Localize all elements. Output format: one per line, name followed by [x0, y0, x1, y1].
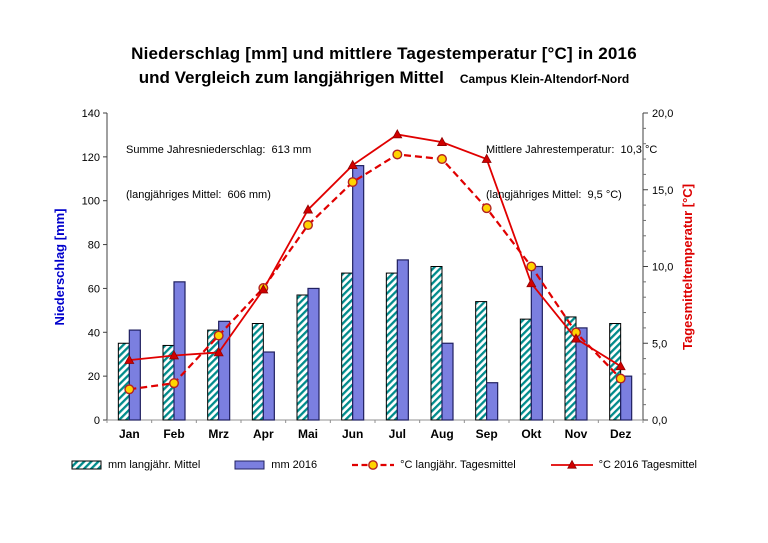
bar-2016-Okt: [530, 265, 543, 421]
bar-longterm-Sep: [475, 301, 488, 421]
marker-circle-Okt: [526, 261, 537, 272]
marker-triangle-Aug: [436, 136, 448, 146]
month-label: Jun: [342, 427, 363, 441]
bar-2016-Sep: [486, 382, 499, 421]
right-axis-tick-label: 15,0: [652, 185, 673, 197]
legend-label-mm-longterm: mm langjähr. Mittel: [107, 459, 201, 471]
left-axis-tick-label: 60: [88, 283, 100, 295]
annotation-temp-mean: Mittlere Jahrestemperatur: 10,3 °C: [486, 144, 658, 156]
month-label: Aug: [430, 427, 453, 441]
bar-2016-Feb: [173, 281, 186, 421]
legend-swatch-solid: [234, 460, 265, 470]
legend-label-temp-2016: °C 2016 Tagesmittel: [598, 459, 698, 471]
legend-item-mm-2016: mm 2016: [234, 459, 317, 471]
left-axis-tick-label: 0: [94, 415, 100, 427]
legend-swatch-hatched: [71, 460, 102, 470]
right-axis-tick-label: 20,0: [652, 108, 673, 120]
bar-2016-Jun: [352, 165, 365, 421]
marker-circle-Jan: [124, 384, 135, 395]
month-label: Sep: [476, 427, 498, 441]
legend-item-mm-longterm: mm langjähr. Mittel: [71, 459, 200, 471]
bar-2016-Aug: [441, 342, 454, 421]
bar-2016-Nov: [575, 327, 588, 421]
marker-circle-Aug: [437, 154, 448, 165]
marker-triangle-Sep: [481, 153, 492, 163]
marker-triangle-Dez: [615, 360, 626, 371]
chart-title-line2: und Vergleich zum langjährigen Mittel Cam…: [0, 68, 768, 88]
chart-title-line2-text: und Vergleich zum langjährigen Mittel: [138, 68, 444, 87]
bar-longterm-Mai: [296, 294, 309, 421]
left-axis-tick-label: 20: [88, 371, 100, 383]
annotation-precipitation: Summe Jahresniederschlag: 613 mm (langjä…: [126, 113, 311, 233]
left-axis-title: Niederschlag [mm]: [52, 208, 67, 325]
legend-item-temp-2016: °C 2016 Tagesmittel: [550, 459, 697, 471]
annotation-temperature: Mittlere Jahrestemperatur: 10,3 °C (lang…: [486, 113, 657, 233]
bar-2016-Apr: [262, 351, 275, 421]
bar-longterm-Okt: [519, 318, 532, 421]
bar-longterm-Aug: [430, 266, 443, 421]
bar-longterm-Jul: [385, 272, 398, 421]
marker-circle-Mai: [303, 220, 314, 231]
temp-line-longterm: [129, 153, 622, 391]
right-axis-tick-label: 0,0: [652, 415, 667, 427]
legend-swatch-solid-line: [550, 459, 593, 469]
annotation-precip-total: Summe Jahresniederschlag: 613 mm: [126, 144, 312, 156]
marker-triangle-Jan: [124, 354, 135, 364]
bar-2016-Jul: [396, 259, 409, 421]
legend-swatch-dashed-line: [352, 460, 395, 470]
bar-2016-Mrz: [218, 320, 231, 421]
chart-legend: mm langjähr. Mittel mm 2016 °C langjähr.…: [0, 459, 768, 471]
month-label: Dez: [610, 427, 631, 441]
left-axis-tick-label: 120: [82, 152, 100, 164]
left-axis-tick-label: 40: [88, 327, 100, 339]
month-label: Jan: [119, 427, 140, 441]
marker-triangle-Mai: [302, 204, 314, 214]
marker-circle-Sep: [481, 203, 492, 214]
bar-longterm-Mrz: [207, 329, 220, 421]
bar-2016-Mai: [307, 287, 320, 421]
marker-triangle-Apr: [258, 284, 269, 294]
marker-circle-Mrz: [213, 330, 224, 341]
left-axis-tick-label: 80: [88, 240, 100, 252]
marker-triangle-Nov: [570, 333, 582, 343]
bar-2016-Dez: [620, 375, 633, 421]
legend-item-temp-longterm: °C langjähr. Tagesmittel: [351, 459, 516, 471]
month-label: Nov: [565, 427, 588, 441]
right-axis-title: Tagesmitteltemperatur [°C]: [680, 184, 695, 350]
left-axis-tick-label: 140: [82, 108, 100, 120]
bar-2016-Jan: [128, 329, 141, 421]
annotation-temp-longterm: (langjähriges Mittel: 9,5 °C): [486, 189, 622, 201]
month-label: Jul: [389, 427, 406, 441]
marker-circle-Jul: [392, 149, 403, 160]
marker-triangle-Jun: [347, 159, 358, 169]
month-label: Okt: [521, 427, 541, 441]
marker-triangle-Jul: [392, 129, 403, 139]
title-block: Niederschlag [mm] und mittlere Tagestemp…: [0, 44, 768, 88]
left-axis-tick-label: 100: [82, 196, 100, 208]
annotation-precip-longterm: (langjähriges Mittel: 606 mm): [126, 189, 271, 201]
bar-longterm-Jan: [117, 342, 130, 421]
marker-triangle-Mrz: [213, 347, 224, 357]
bar-longterm-Jun: [341, 272, 354, 421]
chart-title-line1: Niederschlag [mm] und mittlere Tagestemp…: [131, 44, 637, 63]
temp-line-2016: [129, 133, 622, 368]
month-label: Mai: [298, 427, 318, 441]
marker-circle-Dez: [615, 373, 626, 384]
legend-label-mm-2016: mm 2016: [271, 459, 318, 471]
marker-circle-Feb: [168, 378, 179, 389]
month-label: Apr: [253, 427, 274, 441]
month-label: Mrz: [208, 427, 229, 441]
legend-label-temp-longterm: °C langjähr. Tagesmittel: [400, 459, 516, 471]
marker-circle-Jun: [347, 177, 358, 188]
marker-triangle-Okt: [526, 277, 537, 288]
bar-longterm-Apr: [251, 323, 264, 421]
right-axis-tick-label: 10,0: [652, 262, 673, 274]
right-axis-tick-label: 5,0: [652, 338, 667, 350]
chart-subtitle: Campus Klein-Altendorf-Nord: [459, 72, 630, 86]
marker-triangle-Feb: [168, 350, 180, 360]
month-label: Feb: [163, 427, 184, 441]
